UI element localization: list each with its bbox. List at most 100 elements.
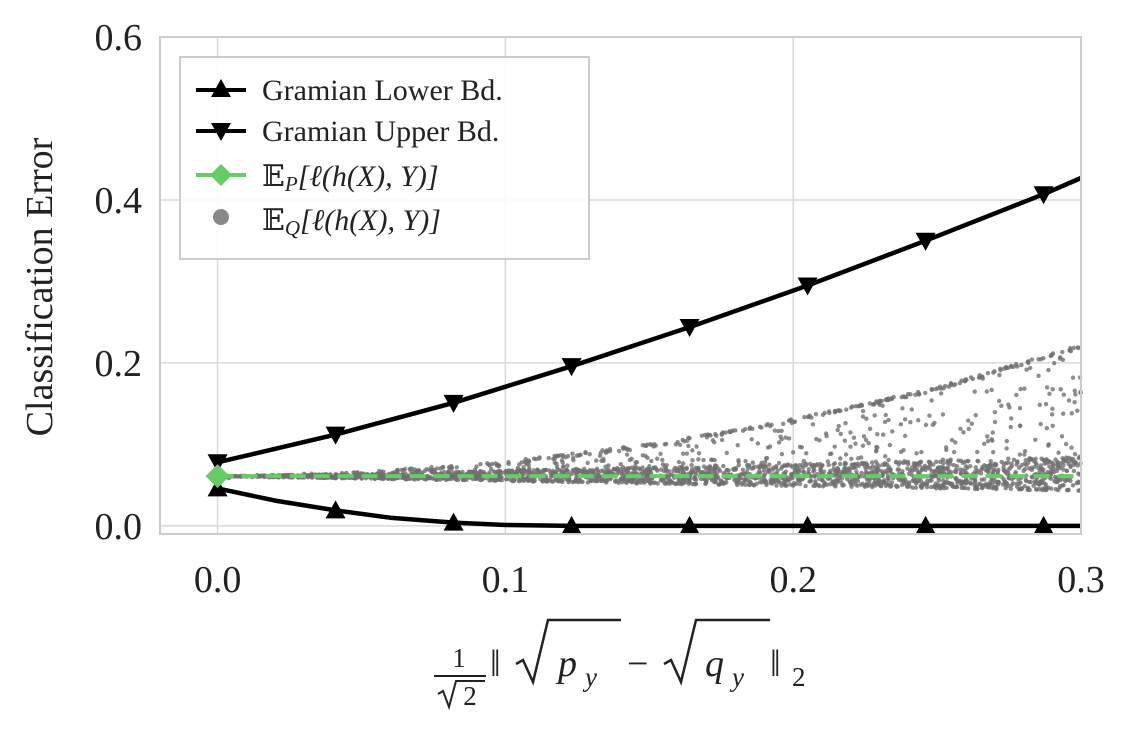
scatter-point: [1057, 356, 1063, 361]
scatter-point: [508, 477, 513, 483]
scatter-point: [1038, 421, 1043, 427]
scatter-point: [680, 451, 686, 456]
scatter-point: [1068, 478, 1073, 484]
scatter-point: [813, 411, 819, 417]
scatter-point: [969, 421, 975, 426]
scatter-point: [488, 466, 494, 472]
scatter-point: [900, 406, 905, 411]
scatter-point: [860, 414, 866, 419]
scatter-point: [776, 460, 782, 466]
scatter-point: [954, 463, 960, 469]
scatter-point: [800, 469, 806, 474]
x-label-sqrt2: q: [705, 643, 724, 685]
scatter-point: [537, 455, 542, 460]
scatter-point: [866, 440, 871, 446]
scatter-point: [1055, 462, 1060, 468]
scatter-point: [1003, 364, 1009, 370]
scatter-point: [604, 470, 610, 476]
scatter-point: [1017, 452, 1023, 457]
scatter-point: [1004, 438, 1009, 444]
scatter-point: [695, 468, 700, 473]
scatter-point: [1034, 487, 1039, 492]
scatter-point: [979, 477, 984, 482]
scatter-point: [1050, 423, 1055, 429]
scatter-point: [651, 444, 656, 449]
scatter-point: [867, 426, 873, 432]
scatter-point: [883, 454, 888, 459]
scatter-point: [625, 447, 630, 452]
scatter-point: [740, 428, 746, 433]
scatter-point: [1046, 367, 1051, 373]
scatter-point: [712, 467, 718, 472]
scatter-point: [882, 461, 888, 466]
scatter-point: [1027, 479, 1032, 485]
scatter-point: [689, 467, 695, 472]
scatter-point: [735, 443, 740, 448]
scatter-point: [536, 469, 542, 474]
series-markers: [205, 186, 1054, 534]
scatter-point: [882, 419, 888, 425]
scatter-point: [1058, 387, 1063, 392]
scatter-point: [352, 474, 358, 480]
scatter-point: [1018, 386, 1023, 392]
scatter-point: [783, 435, 788, 440]
scatter-point: [524, 461, 530, 466]
scatter-point: [880, 403, 885, 408]
scatter-point: [344, 470, 349, 476]
scatter-point: [477, 469, 483, 474]
scatter-point: [788, 417, 793, 422]
scatter-point: [665, 475, 670, 480]
x-label-norm-right: ‖: [770, 643, 781, 685]
scatter-point: [843, 461, 849, 466]
scatter-point: [929, 387, 934, 392]
scatter-point: [951, 382, 956, 388]
scatter-point: [1026, 360, 1031, 366]
scatter-point: [1060, 349, 1065, 355]
scatter-point: [995, 469, 1001, 475]
scatter-point: [1070, 483, 1076, 488]
scatter-point: [1046, 459, 1052, 465]
scatter-point: [478, 461, 483, 467]
scatter-point: [944, 485, 949, 491]
scatter-point: [962, 378, 967, 383]
scatter-point: [721, 463, 726, 469]
scatter-point: [546, 455, 551, 461]
scatter-point: [1006, 456, 1011, 461]
scatter-point: [859, 470, 864, 476]
scatter-point: [616, 448, 622, 454]
scatter-point: [705, 432, 711, 437]
scatter-point: [736, 463, 741, 468]
scatter-point: [712, 457, 717, 463]
scatter-point: [1005, 460, 1011, 465]
scatter-point: [762, 463, 768, 468]
scatter-point: [665, 480, 670, 485]
scatter-point: [824, 482, 830, 487]
scatter-point: [990, 480, 995, 486]
scatter-point: [909, 407, 914, 412]
scatter-point: [870, 484, 875, 490]
scatter-point: [1004, 446, 1009, 451]
scatter-point: [618, 462, 624, 467]
scatter-point: [861, 474, 867, 479]
scatter-point: [1059, 434, 1065, 439]
scatter-point: [898, 449, 904, 455]
scatter-point: [875, 468, 880, 473]
scatter-point: [767, 467, 772, 472]
scatter-point: [552, 460, 557, 465]
scatter-point: [732, 477, 737, 483]
scatter-point: [860, 461, 866, 467]
legend-label-lower-bd: Gramian Lower Bd.: [262, 74, 503, 107]
scatter-point: [929, 398, 934, 403]
scatter-point: [848, 405, 854, 410]
scatter-point: [972, 389, 977, 394]
scatter-point: [835, 427, 840, 433]
scatter-point: [1073, 392, 1078, 397]
scatter-point: [565, 463, 570, 468]
scatter-point: [1015, 460, 1020, 465]
scatter-point: [699, 433, 705, 438]
scatter-point: [596, 472, 601, 478]
scatter-point: [832, 482, 837, 487]
scatter-point: [999, 459, 1004, 465]
scatter-point: [913, 485, 919, 490]
scatter-point: [916, 418, 921, 423]
